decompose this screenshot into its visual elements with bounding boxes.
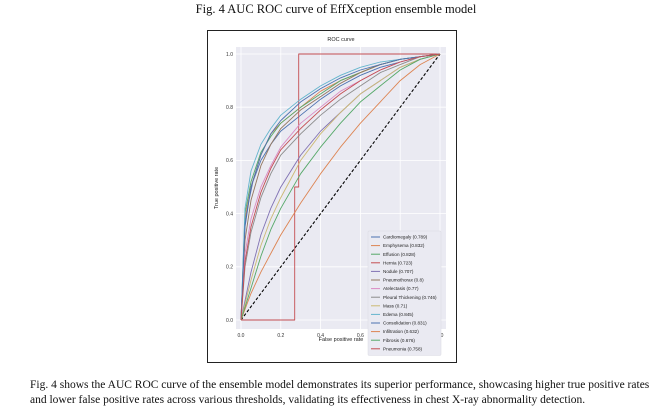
roc-series-line-11 [240,53,441,321]
legend-entry: Emphysema (0.832) [383,243,425,248]
legend-entry: Pneumonia (0.758) [383,346,423,351]
figure-caption: Fig. 4 shows the AUC ROC curve of the en… [30,379,650,406]
figure-top-label: Fig. 4 AUC ROC curve of EffXception ense… [195,2,477,16]
figure-frame: ROC curve 0.0 0.2 0.4 0.6 0.8 1.0 0.0 0.2 0.4 0.6… [207,30,457,363]
x-tick-label: 0.4 [317,333,324,339]
legend-entry: Mass (0.71) [383,303,408,308]
y-tick-label: 0.8 [226,105,233,111]
x-axis-label: False positive rate [319,337,364,343]
roc-series-line-13 [240,53,441,321]
legend-entry: Atelectasis (0.77) [383,286,419,291]
y-tick-label: 0.0 [226,318,233,324]
legend-entry: Fibrosis (0.676) [383,338,415,343]
y-tick-label: 0.4 [226,211,233,217]
y-axis-label: True positive rate [214,167,220,209]
roc-series-line-3 [241,53,440,321]
legend-entry: Edema (0.845) [383,312,414,317]
legend-entry: Cardiomegaly (0.789) [383,235,428,240]
legend-entry: Hernia (0.723) [383,260,413,265]
roc-series-line-10 [240,53,441,321]
y-tick-label: 0.6 [226,158,233,164]
y-tick-label: 1.0 [226,52,233,58]
x-tick-label: 0.0 [238,333,245,339]
chart-title: ROC curve [327,37,354,43]
legend-entry: Effusion (0.828) [383,252,416,257]
y-tick-label: 0.2 [226,265,233,271]
series-lines [240,53,441,321]
roc-series-line-7 [240,53,441,321]
x-tick-label: 0.2 [277,333,284,339]
legend-entry: Consolidation (0.831) [383,321,427,326]
roc-series-line-8 [240,53,441,321]
roc-chart: ROC curve 0.0 0.2 0.4 0.6 0.8 1.0 0.0 0.2 0.4 0.6… [214,37,446,356]
legend-box [367,230,442,356]
diagonal-reference-line [240,53,441,321]
x-tick-label: 0.6 [357,333,364,339]
roc-series-line-12 [240,53,441,321]
legend-entry: Pleural Thickening (0.746) [383,295,437,300]
legend: Cardiomegaly (0.789) Emphysema (0.832) Eff… [367,230,442,356]
legend-entry: Infiltration (0.632) [383,329,419,334]
legend-entry: Pneumothorax (0.8) [383,278,424,283]
legend-entry: Nodule (0.707) [383,269,414,274]
